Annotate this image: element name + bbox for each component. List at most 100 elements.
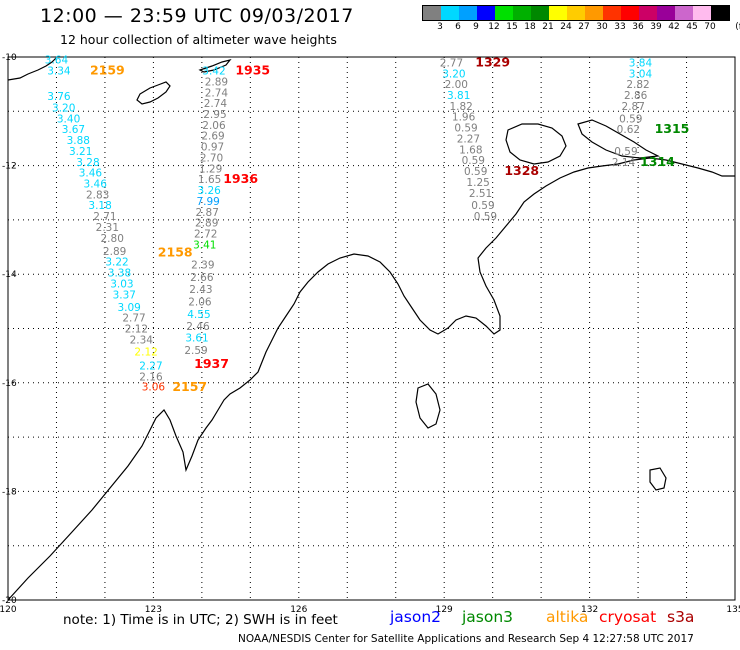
scale-swatch <box>495 6 513 20</box>
melville-island-coast <box>505 123 567 165</box>
wave-height-label: 0.59 <box>474 211 497 223</box>
scale-label: 15 <box>506 22 518 32</box>
scale-swatch <box>711 6 729 20</box>
scale-label: 30 <box>596 22 608 32</box>
wave-height-label: 2.39 <box>191 259 214 271</box>
scale-swatch <box>621 6 639 20</box>
wave-height-label: 2.00 <box>445 79 468 91</box>
scale-label: 45 <box>686 22 698 32</box>
wave-height-label: 2.70 <box>200 152 223 164</box>
wave-height-label: 2.14 <box>612 157 636 169</box>
wave-height-label: 3.84 <box>629 57 653 69</box>
wave-height-label: 1.65 <box>198 174 221 186</box>
wave-height-label: 3.38 <box>108 268 131 280</box>
scale-swatch <box>567 6 585 20</box>
wave-height-label: 3.18 <box>88 200 111 212</box>
scale-label: 27 <box>578 22 590 32</box>
scale-swatch <box>477 6 495 20</box>
wave-height-label: 2.31 <box>96 222 119 234</box>
wave-height-label: 3.81 <box>447 90 470 102</box>
wave-height-label: 2.95 <box>203 109 226 121</box>
wave-height-label: 3.34 <box>47 66 71 78</box>
wave-height-label: 3.09 <box>117 302 140 314</box>
satellite-legend-jason2: jason2 <box>390 608 442 626</box>
kimberley-coast <box>7 157 735 601</box>
wave-height-label: 3.22 <box>105 257 128 269</box>
lat-tick-label: -18 <box>2 487 17 497</box>
wave-height-label: 3.20 <box>442 68 465 80</box>
pass-time-label: 1937 <box>194 356 229 371</box>
wave-height-label: 3.04 <box>629 68 653 80</box>
groote-shore-coast <box>649 467 667 491</box>
scale-label: 12 <box>488 22 500 32</box>
satellite-legend-altika: altika <box>546 608 589 626</box>
wave-height-label: 3.67 <box>62 124 85 136</box>
lat-tick-label: -10 <box>2 53 17 63</box>
scale-swatch <box>531 6 549 20</box>
scale-swatch <box>693 6 711 20</box>
wave-height-label: 1.25 <box>466 177 489 189</box>
wave-height-label: 2.72 <box>194 228 217 240</box>
chart-title: 12:00 — 23:59 UTC 09/03/2017 <box>40 5 354 27</box>
wave-height-label: 3.42 <box>202 66 225 78</box>
wave-height-label: 0.59 <box>462 155 485 167</box>
wave-height-label: 0.62 <box>617 124 640 136</box>
lon-tick-label: 123 <box>145 605 162 615</box>
scale-swatch <box>513 6 531 20</box>
lon-tick-label: 132 <box>581 605 598 615</box>
wave-height-label: 2.59 <box>184 345 207 357</box>
wave-height-label: 1.68 <box>459 144 482 156</box>
wave-height-label: 0.97 <box>201 142 224 154</box>
wave-height-label: 2.74 <box>204 98 228 110</box>
timor-island-coast <box>7 57 57 81</box>
scale-label: 42 <box>668 22 680 32</box>
wave-height-label: 3.26 <box>197 185 221 197</box>
offshore-reef-coast <box>415 383 441 429</box>
coastline <box>7 57 735 601</box>
wave-height-label: 0.59 <box>464 166 487 178</box>
scale-swatch <box>585 6 603 20</box>
credit-line: NOAA/NESDIS Center for Satellite Applica… <box>238 633 694 645</box>
scale-label: 6 <box>455 22 461 32</box>
scale-label: 24 <box>560 22 572 32</box>
wave-height-label: 2.27 <box>139 360 162 372</box>
wave-height-label: 3.03 <box>110 278 133 290</box>
wave-height-label: 2.51 <box>469 188 492 200</box>
pass-time-label: 1329 <box>475 54 510 69</box>
wave-height-label: 2.89 <box>103 246 126 258</box>
wave-height-label: 2.12 <box>125 324 148 336</box>
lon-tick-label: 120 <box>0 605 17 615</box>
lat-tick-label: -20 <box>2 596 17 606</box>
scale-label: 3 <box>437 22 443 32</box>
wave-height-label: 2.89 <box>195 218 218 230</box>
pass-time-label: 1936 <box>223 171 258 186</box>
scale-label: 70 <box>704 22 716 32</box>
wave-height-label: 1.96 <box>452 112 476 124</box>
wave-height-label: 1.29 <box>199 163 222 175</box>
scale-swatch <box>549 6 567 20</box>
lat-tick-label: -14 <box>2 270 17 280</box>
pass-time-label: 2157 <box>172 379 207 394</box>
wave-height-label: 3.46 <box>84 179 108 191</box>
scale-unit: (ft) <box>735 22 740 32</box>
wave-height-label: 2.87 <box>196 207 219 219</box>
wave-height-label: 3.20 <box>52 102 75 114</box>
wave-height-label: 2.89 <box>205 76 228 88</box>
satellite-legend-s3a: s3a <box>667 608 695 626</box>
satellite-legend-cryosat: cryosat <box>599 608 657 626</box>
wave-height-label: 2.43 <box>189 284 212 296</box>
color-scale-bar <box>422 5 730 21</box>
wave-height-label: 3.46 <box>79 168 103 180</box>
wave-height-label: 0.59 <box>454 123 477 135</box>
wave-height-label: 0.59 <box>619 113 642 125</box>
wave-height-label: 2.66 <box>190 272 214 284</box>
wave-height-label: 2.34 <box>130 334 154 346</box>
wave-height-label: 3.40 <box>57 113 80 125</box>
wave-height-label: 2.77 <box>122 313 145 325</box>
chart-subtitle: 12 hour collection of altimeter wave hei… <box>60 32 337 47</box>
lat-tick-label: -12 <box>2 162 17 172</box>
lon-tick-label: 129 <box>436 605 453 615</box>
wave-height-label: 7.99 <box>196 196 219 208</box>
wave-height-label: 3.21 <box>69 146 92 158</box>
